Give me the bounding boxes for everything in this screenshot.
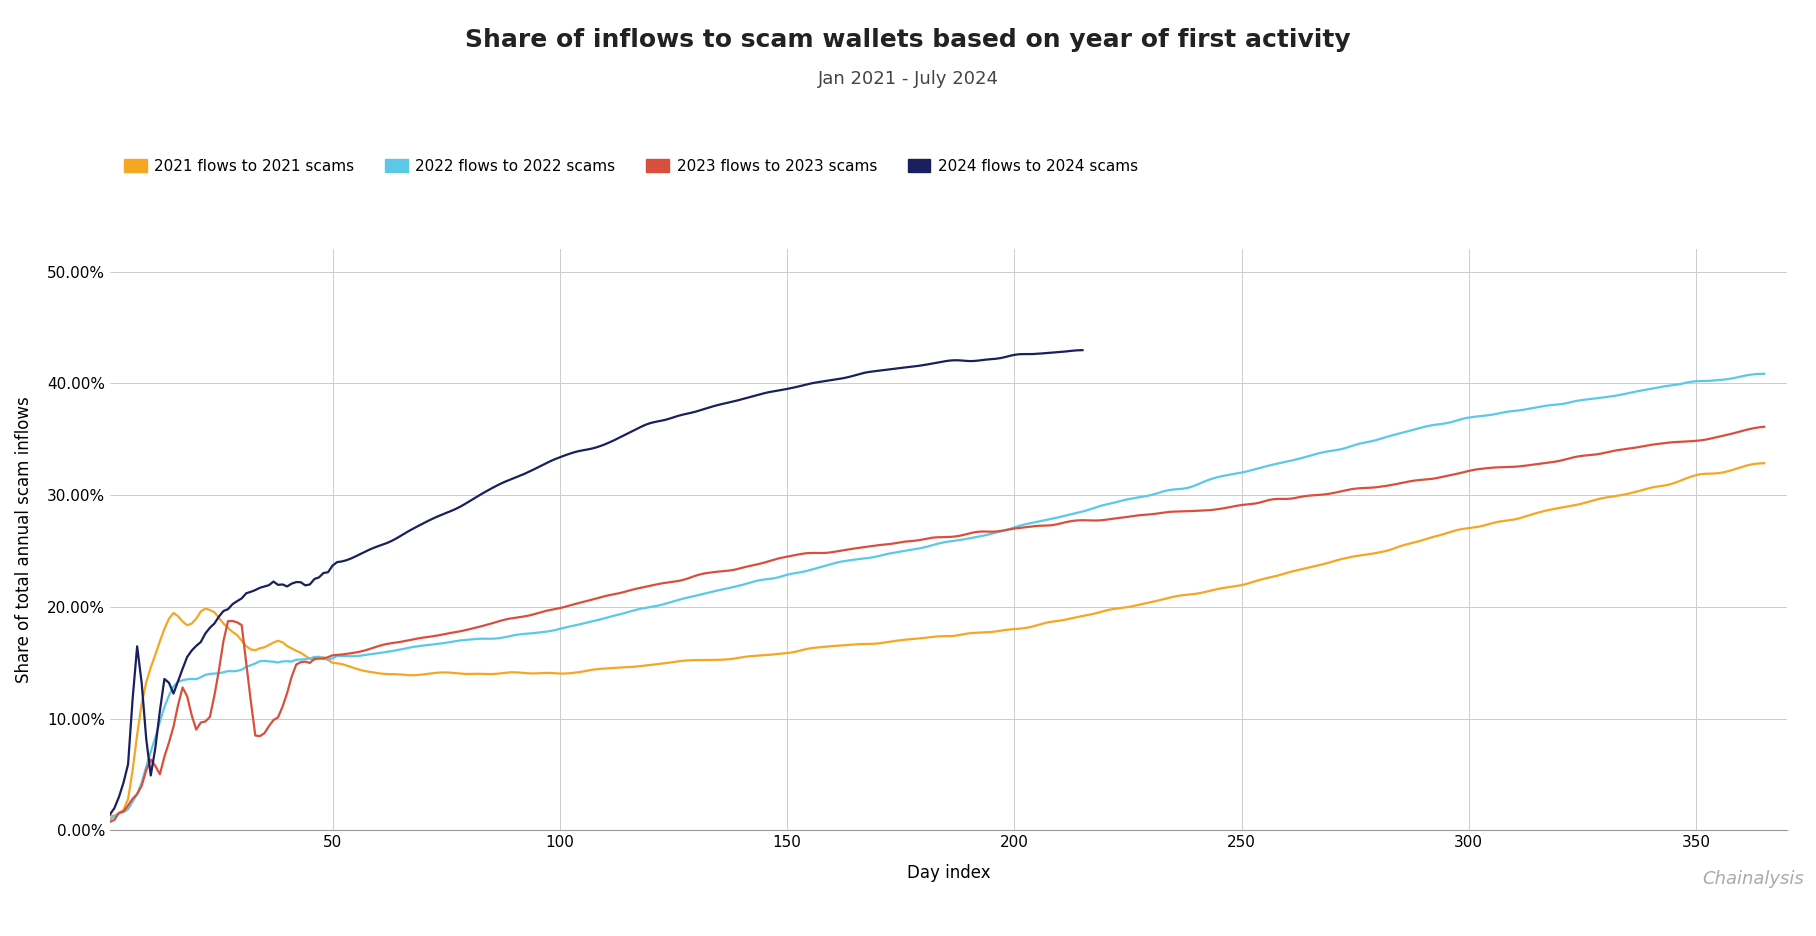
Legend: 2021 flows to 2021 scams, 2022 flows to 2022 scams, 2023 flows to 2023 scams, 20: 2021 flows to 2021 scams, 2022 flows to …	[118, 153, 1144, 180]
Text: Jan 2021 - July 2024: Jan 2021 - July 2024	[817, 70, 999, 88]
X-axis label: Day index: Day index	[906, 864, 990, 882]
Text: Chainalysis: Chainalysis	[1702, 870, 1803, 888]
Y-axis label: Share of total annual scam inflows: Share of total annual scam inflows	[15, 397, 33, 683]
Text: Share of inflows to scam wallets based on year of first activity: Share of inflows to scam wallets based o…	[465, 28, 1351, 52]
